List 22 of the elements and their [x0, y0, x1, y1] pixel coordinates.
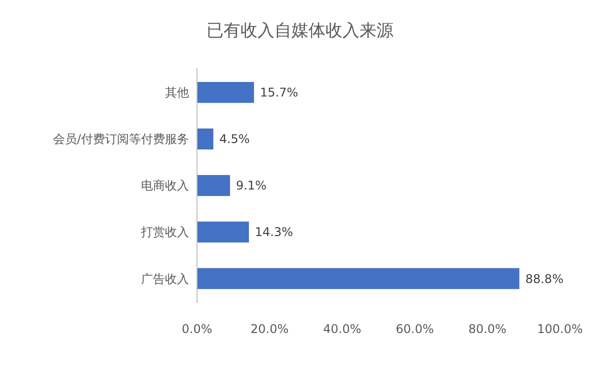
- y-tick-label: 会员/付费订阅等付费服务: [52, 132, 189, 146]
- data-label: 88.8%: [525, 272, 564, 286]
- data-label: 15.7%: [260, 86, 298, 100]
- x-tick-label: 0.0%: [182, 322, 212, 336]
- x-tick-label: 20.0%: [250, 322, 289, 336]
- data-label: 4.5%: [219, 132, 250, 146]
- x-tick-label: 40.0%: [323, 322, 362, 336]
- y-tick-label: 其他: [165, 86, 189, 100]
- bar: [197, 268, 520, 290]
- bar: [197, 82, 254, 103]
- bar: [197, 175, 230, 196]
- chart-title: 已有收入自媒体收入来源: [206, 21, 394, 41]
- y-tick-label: 广告收入: [141, 272, 189, 286]
- bar: [197, 128, 214, 150]
- y-tick-label: 电商收入: [141, 178, 189, 193]
- data-label: 9.1%: [236, 178, 267, 193]
- y-tick-label: 打赏收入: [140, 225, 189, 240]
- x-tick-label: 80.0%: [468, 322, 506, 336]
- x-tick-label: 100.0%: [537, 322, 583, 336]
- data-label: 14.3%: [254, 225, 294, 240]
- bar: [197, 222, 249, 243]
- x-tick-label: 60.0%: [396, 322, 434, 336]
